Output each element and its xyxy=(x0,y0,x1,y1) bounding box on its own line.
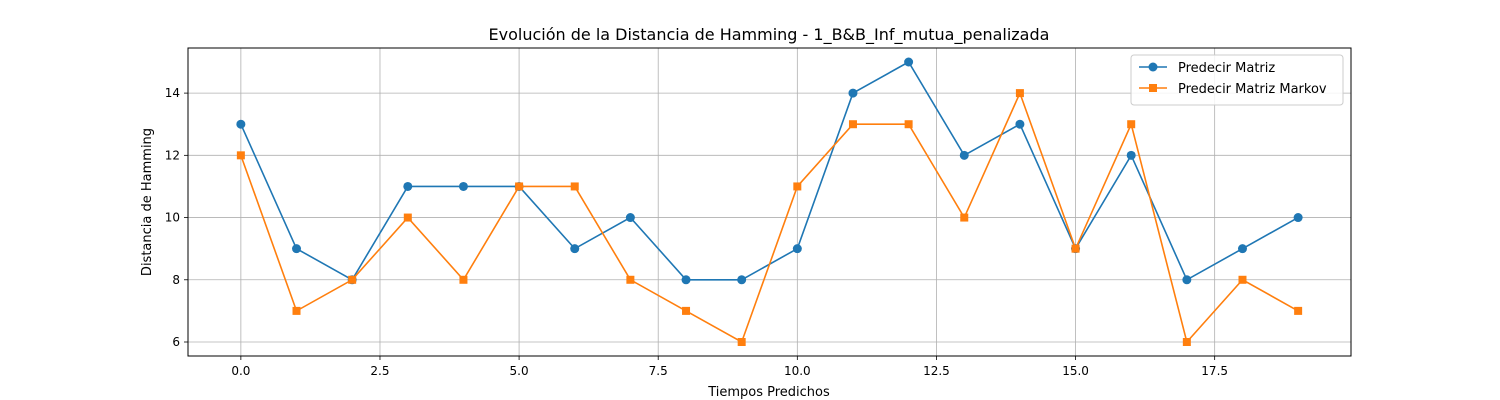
data-point-predecir-matriz-markov xyxy=(236,151,245,160)
data-point-predecir-matriz xyxy=(737,275,747,285)
data-point-predecir-matriz-markov xyxy=(515,182,524,191)
x-tick-label: 15.0 xyxy=(1062,364,1089,378)
data-point-predecir-matriz xyxy=(570,244,580,254)
data-point-predecir-matriz xyxy=(1293,213,1303,223)
y-tick-label: 10 xyxy=(165,211,180,225)
legend-marker-predecir-matriz-markov xyxy=(1149,84,1157,92)
data-point-predecir-matriz-markov xyxy=(1071,244,1080,253)
data-point-predecir-matriz xyxy=(848,88,858,98)
x-tick-label: 7.5 xyxy=(649,364,668,378)
y-tick-label: 8 xyxy=(172,273,180,287)
data-point-predecir-matriz xyxy=(904,57,914,67)
y-tick-label: 12 xyxy=(165,148,180,162)
data-point-predecir-matriz xyxy=(1237,244,1247,254)
x-tick-label: 12.5 xyxy=(923,364,950,378)
axis-ticks: 0.0 2.5 5.0 7.5 10.0 12.5 15.0 17.5 6 8 10 12 14 xyxy=(165,86,1228,378)
legend-label-predecir-matriz-markov: Predecir Matriz Markov xyxy=(1178,82,1327,97)
x-tick-label: 10.0 xyxy=(784,364,811,378)
data-point-predecir-matriz-markov xyxy=(403,213,412,222)
data-point-predecir-matriz-markov xyxy=(1294,306,1303,315)
data-point-predecir-matriz xyxy=(403,181,413,191)
data-point-predecir-matriz-markov xyxy=(737,338,746,346)
legend-box xyxy=(1130,54,1344,106)
data-point-predecir-matriz-markov xyxy=(848,120,857,129)
x-tick-label: 2.5 xyxy=(370,364,389,378)
chart-title: Evolución de la Distancia de Hamming - 1… xyxy=(489,25,1050,45)
legend-label-predecir-matriz: Predecir Matriz xyxy=(1178,61,1275,76)
series-line-predecir-matriz-markov xyxy=(240,90,1299,344)
y-tick-label: 6 xyxy=(172,335,180,349)
data-point-predecir-matriz xyxy=(1126,150,1136,160)
data-point-predecir-matriz-markov xyxy=(960,213,969,222)
x-tick-label: 17.5 xyxy=(1201,364,1228,378)
x-axis-label: Tiempos Predichos xyxy=(707,385,830,400)
x-tick-label: 0.0 xyxy=(231,364,250,378)
data-point-predecir-matriz-markov xyxy=(292,306,301,315)
data-point-predecir-matriz-markov xyxy=(904,120,913,129)
data-point-predecir-matriz xyxy=(792,244,802,254)
data-point-predecir-matriz xyxy=(681,275,691,285)
data-point-predecir-matriz-markov xyxy=(348,275,357,284)
series-layer xyxy=(236,57,1303,346)
x-tick-label: 5.0 xyxy=(510,364,529,378)
data-point-predecir-matriz xyxy=(236,119,246,129)
legend: Predecir Matriz Predecir Matriz Markov xyxy=(1130,54,1344,106)
data-point-predecir-matriz xyxy=(1015,119,1025,129)
data-point-predecir-matriz xyxy=(1182,275,1192,285)
data-point-predecir-matriz-markov xyxy=(626,275,635,284)
data-point-predecir-matriz-markov xyxy=(1182,338,1191,346)
data-point-predecir-matriz xyxy=(292,244,302,254)
y-tick-label: 14 xyxy=(165,86,180,100)
data-point-predecir-matriz-markov xyxy=(1127,120,1136,129)
data-point-predecir-matriz xyxy=(458,181,468,191)
legend-marker-predecir-matriz xyxy=(1148,62,1158,72)
data-point-predecir-matriz-markov xyxy=(793,182,802,191)
plot-frame xyxy=(187,47,1352,357)
data-point-predecir-matriz-markov xyxy=(682,306,691,315)
data-point-predecir-matriz xyxy=(959,150,969,160)
data-point-predecir-matriz-markov xyxy=(570,182,579,191)
data-point-predecir-matriz-markov xyxy=(1238,275,1247,284)
y-axis-label: Distancia de Hamming xyxy=(140,128,155,276)
data-point-predecir-matriz-markov xyxy=(459,275,468,284)
data-point-predecir-matriz xyxy=(625,213,635,223)
data-point-predecir-matriz-markov xyxy=(1015,89,1024,98)
